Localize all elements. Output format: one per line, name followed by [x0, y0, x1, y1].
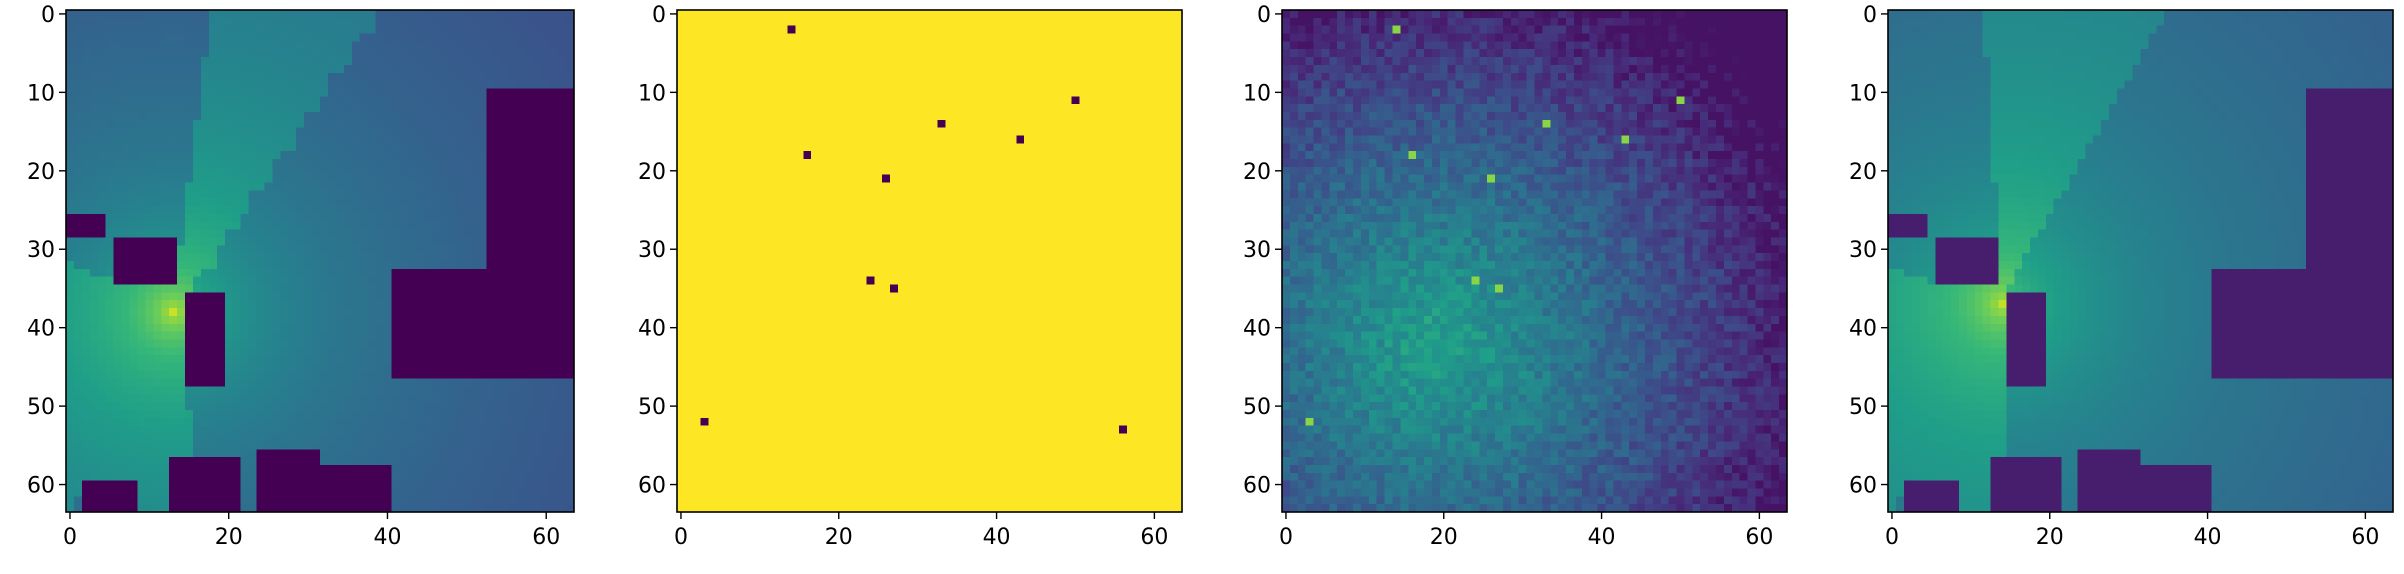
x-tick-label: 60 — [2351, 525, 2379, 550]
x-tick-label: 20 — [215, 525, 243, 550]
heatmap-image — [1888, 10, 2393, 512]
x-tick-label: 40 — [1588, 525, 1616, 550]
y-tick-label: 0 — [652, 3, 666, 28]
y-tick-label: 0 — [41, 3, 55, 28]
y-tick-label: 60 — [1849, 474, 1877, 499]
x-tick-label: 40 — [983, 525, 1011, 550]
x-tick-label: 40 — [373, 525, 401, 550]
heatmap-sample-mask — [677, 10, 1182, 512]
y-tick-label: 10 — [1243, 81, 1271, 106]
panel-3: 0 20 40 60 0 10 20 30 40 50 60 — [1243, 3, 1788, 550]
x-tick-label: 20 — [1430, 525, 1458, 550]
y-ticks: 0 10 20 30 40 50 60 — [27, 3, 66, 499]
y-tick-label: 50 — [1849, 395, 1877, 420]
y-tick-label: 10 — [638, 81, 666, 106]
x-ticks: 0 20 40 60 — [1885, 512, 2379, 550]
y-tick-label: 30 — [638, 238, 666, 263]
x-tick-label: 0 — [674, 525, 688, 550]
x-tick-label: 20 — [2036, 525, 2064, 550]
x-tick-label: 0 — [63, 525, 77, 550]
y-tick-label: 50 — [638, 395, 666, 420]
axes-frame — [65, 9, 575, 513]
y-ticks: 0 10 20 30 40 50 60 — [638, 3, 677, 499]
y-tick-label: 20 — [638, 160, 666, 185]
y-tick-label: 30 — [1243, 238, 1271, 263]
heatmap-predicted — [1888, 10, 2393, 512]
x-tick-label: 20 — [825, 525, 853, 550]
x-tick-label: 60 — [1140, 525, 1168, 550]
heatmap-image — [677, 10, 1182, 512]
y-tick-label: 20 — [1243, 160, 1271, 185]
x-ticks: 0 20 40 60 — [63, 512, 560, 550]
y-tick-label: 40 — [1243, 317, 1271, 342]
y-tick-label: 30 — [1849, 238, 1877, 263]
heatmap-image — [1282, 10, 1787, 512]
y-tick-label: 40 — [1849, 317, 1877, 342]
axes-frame — [1281, 9, 1788, 513]
panel-2: 0 20 40 60 0 10 20 30 40 50 60 — [638, 3, 1183, 550]
x-tick-label: 0 — [1279, 525, 1293, 550]
x-ticks: 0 20 40 60 — [1279, 512, 1773, 550]
y-tick-label: 60 — [27, 474, 55, 499]
y-tick-label: 50 — [27, 395, 55, 420]
x-tick-label: 40 — [2194, 525, 2222, 550]
y-tick-label: 10 — [1849, 81, 1877, 106]
y-ticks: 0 10 20 30 40 50 60 — [1849, 3, 1888, 499]
x-ticks: 0 20 40 60 — [674, 512, 1168, 550]
axes-frame — [676, 9, 1183, 513]
x-tick-label: 60 — [532, 525, 560, 550]
heatmap-buildings — [66, 10, 574, 512]
y-tick-label: 40 — [27, 317, 55, 342]
x-tick-label: 0 — [1885, 525, 1899, 550]
y-tick-label: 10 — [27, 81, 55, 106]
y-tick-label: 0 — [1863, 3, 1877, 28]
y-tick-label: 60 — [1243, 474, 1271, 499]
y-ticks: 0 10 20 30 40 50 60 — [1243, 3, 1282, 499]
y-tick-label: 0 — [1257, 3, 1271, 28]
x-tick-label: 60 — [1745, 525, 1773, 550]
y-tick-label: 40 — [638, 317, 666, 342]
y-tick-label: 50 — [1243, 395, 1271, 420]
axes-frame — [1887, 9, 2394, 513]
panel-4: 0 20 40 60 0 10 20 30 40 50 60 — [1849, 3, 2394, 550]
y-tick-label: 30 — [27, 238, 55, 263]
y-tick-label: 20 — [27, 160, 55, 185]
y-tick-label: 60 — [638, 474, 666, 499]
y-tick-label: 20 — [1849, 160, 1877, 185]
heatmap-noisy — [1282, 10, 1787, 512]
panel-1: 0 20 40 60 0 10 20 30 40 50 60 — [27, 3, 575, 550]
heatmap-image — [66, 10, 574, 512]
